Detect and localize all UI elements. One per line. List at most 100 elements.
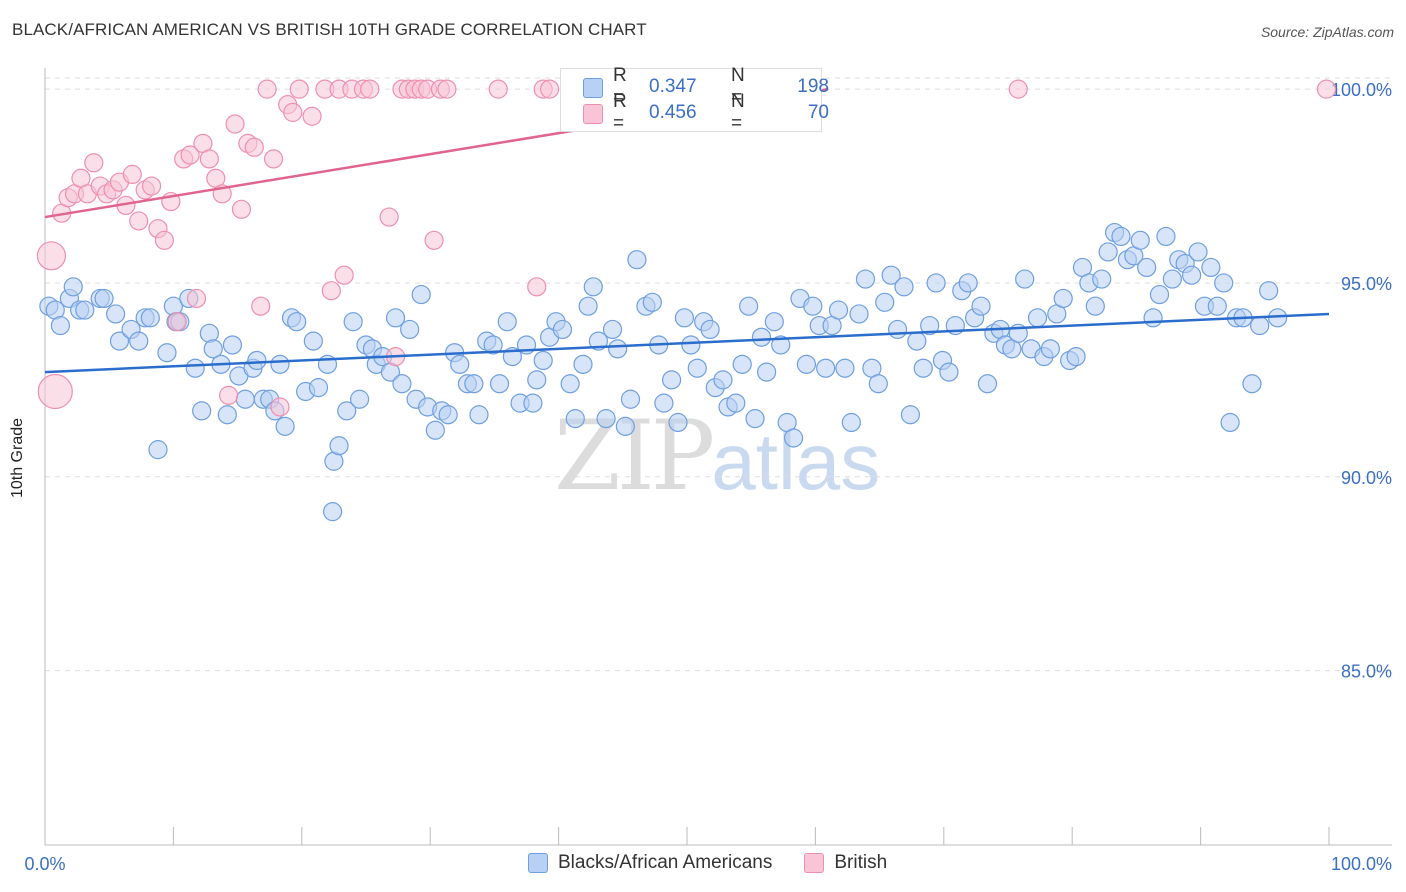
data-point[interactable] [958, 273, 978, 293]
data-point[interactable] [109, 331, 130, 351]
data-point[interactable] [620, 389, 641, 409]
data-point[interactable] [1188, 242, 1208, 262]
data-point[interactable] [732, 354, 752, 374]
data-point[interactable] [302, 106, 322, 126]
data-point[interactable] [764, 312, 784, 332]
legend-item-british[interactable]: British [804, 852, 887, 874]
data-point[interactable] [887, 319, 908, 340]
data-point[interactable] [50, 315, 71, 336]
data-point[interactable] [796, 354, 817, 374]
data-point[interactable] [816, 358, 836, 378]
data-point[interactable] [939, 362, 959, 382]
data-point[interactable] [400, 319, 420, 340]
data-point[interactable] [287, 312, 307, 332]
data-point[interactable] [1008, 79, 1028, 99]
data-point[interactable] [700, 319, 720, 340]
data-point[interactable] [251, 296, 271, 316]
data-point[interactable] [219, 385, 239, 405]
data-point[interactable] [192, 401, 212, 421]
data-point[interactable] [84, 153, 104, 173]
data-point[interactable] [185, 358, 205, 378]
data-point[interactable] [977, 374, 998, 394]
data-point[interactable] [1214, 273, 1234, 293]
data-point[interactable] [321, 281, 341, 301]
data-point[interactable] [602, 319, 623, 340]
data-point[interactable] [425, 420, 445, 440]
data-point[interactable] [1130, 230, 1150, 250]
data-point[interactable] [642, 292, 662, 312]
data-point[interactable] [661, 370, 682, 390]
data-point[interactable] [263, 149, 284, 169]
data-point[interactable] [334, 265, 354, 285]
data-point[interactable] [488, 79, 508, 99]
data-point[interactable] [323, 502, 343, 522]
data-point[interactable] [713, 370, 733, 390]
data-point[interactable] [180, 145, 200, 165]
data-point[interactable] [1027, 308, 1048, 328]
data-point[interactable] [1015, 269, 1035, 289]
data-point[interactable] [757, 362, 777, 382]
data-point[interactable] [235, 389, 255, 409]
data-point[interactable] [681, 335, 701, 355]
data-point[interactable] [1242, 374, 1262, 394]
data-point[interactable] [329, 436, 349, 456]
data-point[interactable] [270, 354, 290, 374]
data-point[interactable] [411, 284, 431, 305]
data-point[interactable] [907, 331, 927, 351]
data-point[interactable] [527, 370, 547, 390]
data-point[interactable] [596, 409, 616, 429]
data-point[interactable] [739, 296, 759, 316]
data-point[interactable] [849, 304, 869, 324]
data-point[interactable] [573, 354, 593, 374]
data-point[interactable] [385, 308, 406, 328]
data-point[interactable] [303, 331, 323, 351]
data-point[interactable] [225, 114, 245, 134]
data-point[interactable] [1316, 79, 1337, 99]
data-point[interactable] [627, 250, 647, 270]
data-point[interactable] [578, 296, 598, 316]
data-point[interactable] [875, 292, 895, 312]
data-point[interactable] [1098, 242, 1118, 262]
data-point[interactable] [1053, 288, 1073, 309]
data-point[interactable] [803, 296, 823, 316]
data-point[interactable] [75, 300, 95, 320]
data-point[interactable] [157, 343, 177, 363]
data-point[interactable] [1207, 296, 1227, 316]
data-point[interactable] [140, 308, 160, 328]
data-point[interactable] [868, 374, 888, 394]
data-point[interactable] [668, 412, 688, 433]
data-point[interactable] [1092, 269, 1112, 289]
data-point[interactable] [141, 176, 162, 196]
data-point[interactable] [343, 312, 363, 332]
data-point[interactable] [94, 288, 114, 309]
data-point[interactable] [783, 428, 804, 448]
data-point[interactable] [337, 401, 357, 421]
data-point[interactable] [349, 389, 370, 409]
data-point[interactable] [283, 102, 303, 122]
data-point[interactable] [900, 405, 921, 425]
data-point[interactable] [565, 409, 585, 429]
data-point[interactable] [913, 358, 933, 378]
data-point[interactable] [540, 79, 560, 99]
data-point[interactable] [1143, 308, 1163, 328]
data-point[interactable] [560, 374, 580, 394]
data-point[interactable] [1162, 269, 1182, 289]
data-point[interactable] [308, 378, 329, 398]
data-point[interactable] [751, 327, 772, 347]
data-point[interactable] [1268, 308, 1288, 328]
data-point[interactable] [154, 230, 175, 250]
data-point[interactable] [464, 374, 484, 394]
data-point[interactable] [497, 312, 517, 332]
data-point[interactable] [855, 269, 876, 289]
data-point[interactable] [687, 358, 707, 378]
data-point[interactable] [1149, 284, 1170, 305]
data-point[interactable] [186, 288, 207, 309]
data-point[interactable] [745, 409, 765, 429]
data-point[interactable] [244, 137, 264, 157]
data-point[interactable] [437, 79, 457, 99]
data-point[interactable] [203, 339, 223, 359]
data-point[interactable] [1040, 339, 1060, 359]
data-point[interactable] [1201, 257, 1221, 278]
data-point[interactable] [835, 358, 855, 378]
data-point[interactable] [881, 265, 901, 285]
